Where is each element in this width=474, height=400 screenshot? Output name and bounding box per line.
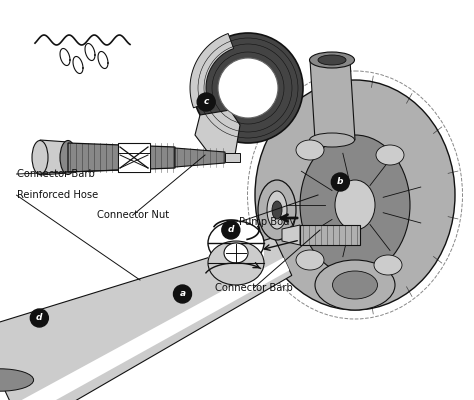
Polygon shape xyxy=(190,34,234,108)
Circle shape xyxy=(222,221,240,239)
Ellipse shape xyxy=(208,241,264,285)
Ellipse shape xyxy=(258,180,296,240)
Text: b: b xyxy=(337,178,344,186)
Polygon shape xyxy=(175,148,225,167)
Ellipse shape xyxy=(0,369,34,391)
Polygon shape xyxy=(300,225,360,245)
Ellipse shape xyxy=(310,52,355,68)
Text: Connector Barb: Connector Barb xyxy=(215,283,292,293)
Text: Pump Body: Pump Body xyxy=(239,217,296,227)
Ellipse shape xyxy=(374,255,402,275)
Polygon shape xyxy=(208,243,264,263)
Polygon shape xyxy=(68,143,175,172)
Polygon shape xyxy=(195,110,240,155)
Polygon shape xyxy=(282,225,300,245)
Ellipse shape xyxy=(296,250,324,270)
Text: d: d xyxy=(36,314,43,322)
Circle shape xyxy=(197,93,215,111)
Ellipse shape xyxy=(296,140,324,160)
Polygon shape xyxy=(40,140,68,175)
Polygon shape xyxy=(118,143,150,172)
Text: a: a xyxy=(180,290,185,298)
Text: d: d xyxy=(228,226,234,234)
Ellipse shape xyxy=(218,58,278,118)
Circle shape xyxy=(173,285,191,303)
Circle shape xyxy=(331,173,349,191)
Text: Connector Barb: Connector Barb xyxy=(17,169,94,179)
Ellipse shape xyxy=(315,260,395,310)
Ellipse shape xyxy=(267,191,287,229)
Ellipse shape xyxy=(32,140,48,174)
Circle shape xyxy=(30,309,48,327)
Ellipse shape xyxy=(224,243,248,263)
Text: Reinforced Hose: Reinforced Hose xyxy=(17,190,98,200)
Ellipse shape xyxy=(318,55,346,65)
Ellipse shape xyxy=(310,133,355,147)
Polygon shape xyxy=(118,153,150,172)
Ellipse shape xyxy=(60,140,76,174)
Ellipse shape xyxy=(208,221,264,265)
Ellipse shape xyxy=(193,33,303,143)
Polygon shape xyxy=(12,258,290,400)
Text: Connector Nut: Connector Nut xyxy=(97,210,169,220)
Polygon shape xyxy=(225,153,240,162)
Ellipse shape xyxy=(300,135,410,275)
Ellipse shape xyxy=(332,271,377,299)
Ellipse shape xyxy=(255,80,455,310)
Ellipse shape xyxy=(376,145,404,165)
Polygon shape xyxy=(310,60,355,140)
Text: c: c xyxy=(203,98,209,106)
Ellipse shape xyxy=(272,201,282,219)
Ellipse shape xyxy=(335,180,375,230)
Polygon shape xyxy=(0,237,292,400)
